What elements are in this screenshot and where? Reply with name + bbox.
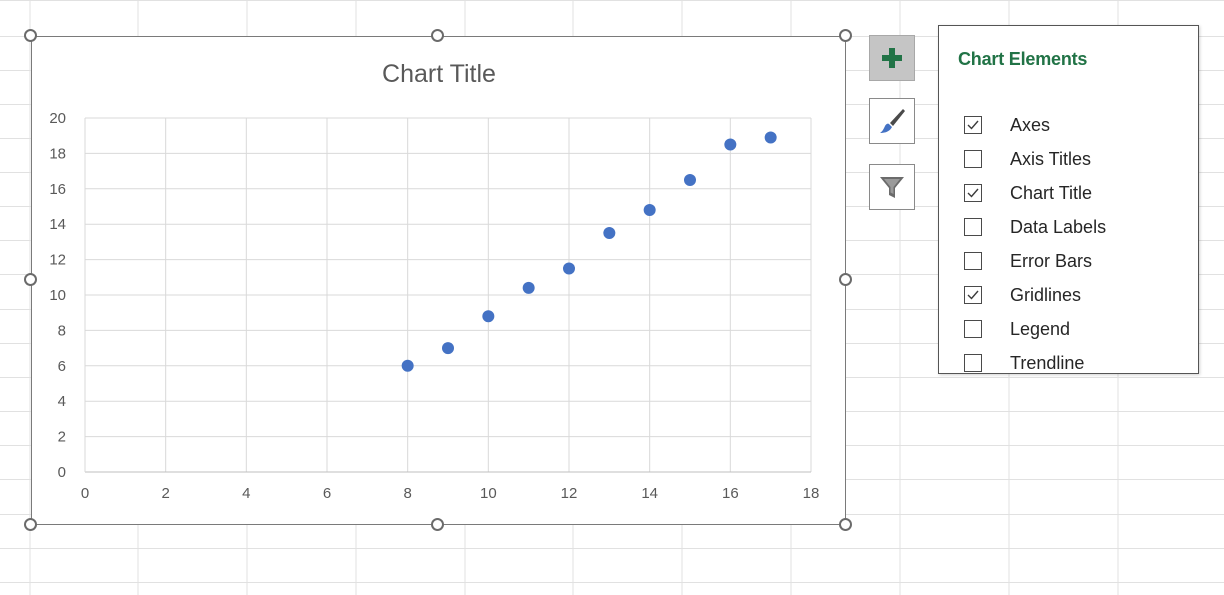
- option-label: Legend: [1010, 318, 1071, 339]
- chart-filters-button[interactable]: [869, 164, 915, 210]
- resize-handle-bottom-left[interactable]: [24, 518, 37, 531]
- option-label: Gridlines: [1010, 284, 1082, 305]
- x-tick-label: 0: [81, 485, 89, 502]
- data-point[interactable]: [724, 138, 737, 151]
- chart-styles-button[interactable]: [869, 98, 915, 144]
- data-series[interactable]: [401, 131, 777, 372]
- x-tick-label: 14: [641, 485, 658, 502]
- checkbox[interactable]: [964, 354, 982, 372]
- resize-handle-bottom-center[interactable]: [431, 518, 444, 531]
- scatter-chart: Chart Title 0 2 4 6 8 10 12 14 16 18 0 2 4 6 8 10 12 14 1…: [49, 60, 820, 502]
- option-label: Axis Titles: [1010, 148, 1092, 169]
- y-tick-label: 0: [58, 464, 66, 481]
- option-label: Trendline: [1010, 352, 1085, 373]
- data-point[interactable]: [643, 204, 656, 217]
- resize-handle-middle-left[interactable]: [24, 273, 37, 286]
- y-tick-label: 4: [58, 393, 66, 410]
- data-point[interactable]: [603, 227, 616, 240]
- x-tick-label: 18: [803, 485, 820, 502]
- resize-handle-top-center[interactable]: [431, 29, 444, 42]
- checkbox[interactable]: [964, 218, 982, 236]
- checkmark-icon: [967, 188, 979, 198]
- data-point[interactable]: [482, 310, 495, 323]
- option-trendline[interactable]: Trendline: [964, 350, 1084, 376]
- option-axes[interactable]: Axes: [964, 112, 1050, 138]
- y-tick-label: 6: [58, 358, 66, 375]
- panel-title: Chart Elements: [958, 49, 1088, 69]
- data-point[interactable]: [684, 173, 696, 186]
- y-tick-label: 20: [49, 110, 66, 127]
- x-tick-label: 2: [161, 485, 169, 502]
- y-tick-label: 8: [58, 322, 66, 339]
- x-tick-label: 10: [480, 485, 497, 502]
- y-tick-label: 16: [49, 181, 66, 198]
- option-axis-titles[interactable]: Axis Titles: [964, 146, 1091, 172]
- x-tick-label: 8: [403, 485, 411, 502]
- y-axis-tick-labels[interactable]: 0 2 4 6 8 10 12 14 16 18 20: [49, 110, 66, 481]
- chart-elements-panel: Chart Elements Axes Axis Titles Chart Ti…: [938, 25, 1199, 374]
- plot-gridlines: [84, 117, 812, 473]
- option-chart-title[interactable]: Chart Title: [964, 180, 1092, 206]
- resize-handle-middle-right[interactable]: [839, 273, 852, 286]
- option-data-labels[interactable]: Data Labels: [964, 214, 1106, 240]
- option-legend[interactable]: Legend: [964, 316, 1070, 342]
- x-tick-label: 4: [242, 485, 250, 502]
- option-label: Axes: [1010, 114, 1051, 135]
- chart-title[interactable]: Chart Title: [382, 60, 496, 88]
- checkbox[interactable]: [964, 150, 982, 168]
- x-tick-label: 16: [722, 485, 739, 502]
- resize-handle-bottom-right[interactable]: [839, 518, 852, 531]
- y-tick-label: 2: [58, 429, 66, 446]
- chart-object[interactable]: Chart Title 0 2 4 6 8 10 12 14 16 18 0 2 4 6 8 10 12 14 1…: [31, 36, 846, 525]
- data-point[interactable]: [442, 342, 454, 355]
- option-error-bars[interactable]: Error Bars: [964, 248, 1092, 274]
- data-point[interactable]: [522, 281, 535, 294]
- resize-handle-top-left[interactable]: [24, 29, 37, 42]
- checkbox[interactable]: [964, 252, 982, 270]
- y-tick-label: 10: [49, 287, 66, 304]
- x-tick-label: 12: [561, 485, 578, 502]
- chart-elements-button[interactable]: [869, 35, 915, 81]
- option-label: Data Labels: [1010, 216, 1107, 237]
- y-tick-label: 14: [49, 216, 66, 233]
- data-point[interactable]: [563, 262, 575, 275]
- checkmark-icon: [967, 290, 979, 300]
- checkbox[interactable]: [964, 320, 982, 338]
- funnel-icon: [880, 177, 904, 198]
- option-label: Error Bars: [1010, 250, 1093, 271]
- x-tick-label: 6: [323, 485, 331, 502]
- option-gridlines[interactable]: Gridlines: [964, 282, 1081, 308]
- checkbox[interactable]: [964, 116, 982, 134]
- data-point[interactable]: [764, 131, 777, 144]
- data-point[interactable]: [401, 359, 414, 372]
- paintbrush-icon: [880, 109, 905, 133]
- checkbox[interactable]: [964, 184, 982, 202]
- x-axis-tick-labels[interactable]: 0 2 4 6 8 10 12 14 16 18: [81, 485, 820, 502]
- y-tick-label: 12: [49, 252, 66, 269]
- checkmark-icon: [967, 120, 979, 130]
- option-label: Chart Title: [1010, 182, 1093, 203]
- y-tick-label: 18: [49, 145, 66, 162]
- resize-handle-top-right[interactable]: [839, 29, 852, 42]
- plus-icon: [882, 48, 902, 68]
- checkbox[interactable]: [964, 286, 982, 304]
